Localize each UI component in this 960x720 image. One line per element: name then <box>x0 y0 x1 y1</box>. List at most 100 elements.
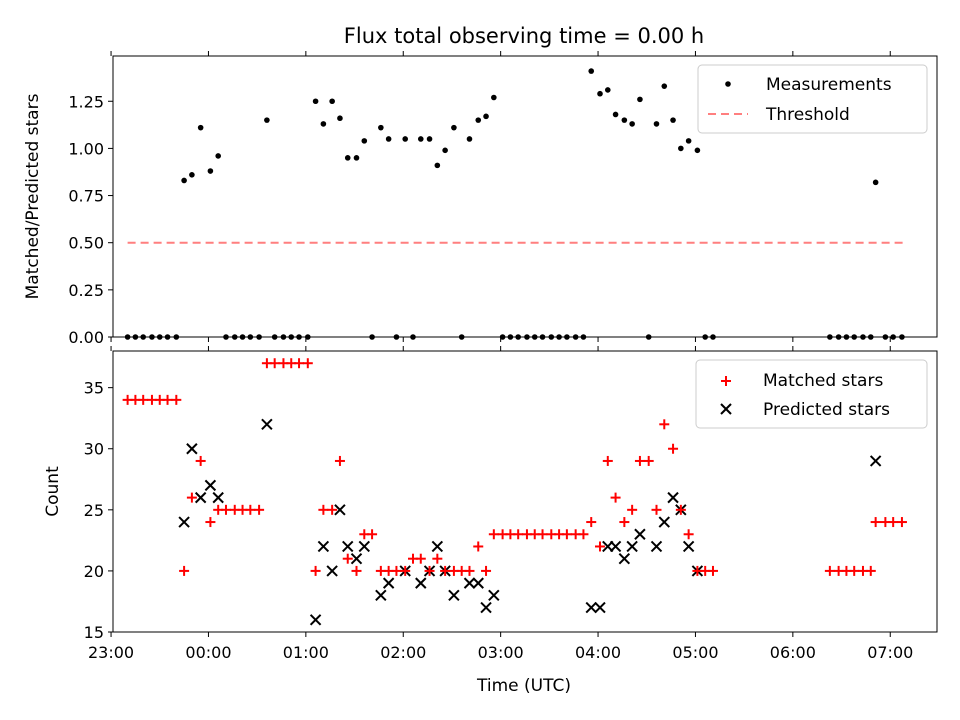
measurement-point <box>256 334 262 340</box>
measurement-point <box>694 147 701 154</box>
predicted-stroke <box>448 589 460 602</box>
matched-star-point <box>351 565 362 576</box>
predicted-stroke <box>594 601 606 614</box>
predicted-star-point <box>212 491 224 504</box>
predicted-stroke <box>463 577 476 589</box>
predicted-star-point <box>334 504 346 516</box>
measurement-point <box>710 334 716 340</box>
measurement-point <box>207 168 214 174</box>
predicted-stroke <box>650 540 663 553</box>
matched-star-point <box>602 455 613 466</box>
y-tick-label: 30 <box>84 440 104 459</box>
predicted-stroke <box>375 589 387 602</box>
measurement-point <box>860 334 866 340</box>
measurement-point <box>580 334 587 340</box>
measurement-point <box>475 117 482 123</box>
y-tick-label: 0.00 <box>68 328 104 347</box>
matched-star-point <box>432 553 443 564</box>
predicted-stroke <box>261 418 273 431</box>
predicted-star-point <box>650 540 663 553</box>
predicted-star-point <box>194 491 207 504</box>
measurement-point <box>661 83 668 89</box>
measurement-point <box>223 334 229 340</box>
predicted-star-point <box>431 540 444 553</box>
matched-star-point <box>254 504 265 515</box>
legend-box <box>697 64 928 134</box>
predicted-star-point <box>186 443 198 455</box>
measurement-point <box>173 334 180 340</box>
measurement-point <box>239 334 246 340</box>
predicted-star-point <box>618 552 631 565</box>
legend-label: Measurements <box>766 75 892 95</box>
legend-label: Predicted stars <box>763 400 890 420</box>
measurement-point <box>124 334 131 340</box>
measurement-point <box>702 334 708 340</box>
predicted-star-point <box>415 577 427 589</box>
x-tick-label: 00:00 <box>185 643 231 662</box>
measurement-point <box>329 98 335 105</box>
matched-star-point <box>651 504 662 515</box>
predicted-stroke <box>634 528 646 540</box>
matched-star-point <box>205 517 216 528</box>
measurement-point <box>867 334 874 340</box>
measurement-point <box>312 98 319 105</box>
measurement-point <box>247 334 254 340</box>
predicted-star-point <box>634 528 646 540</box>
x-tick-label: 01:00 <box>283 643 329 662</box>
matched-star-point <box>513 529 524 540</box>
measurement-point <box>588 68 595 74</box>
predicted-stroke <box>342 540 354 553</box>
measurement-point <box>304 334 311 340</box>
measurement-point <box>410 334 416 340</box>
measurement-point <box>320 121 327 127</box>
measurement-point <box>882 334 889 340</box>
predicted-stroke <box>326 565 338 577</box>
y-tick-label: 0.25 <box>68 281 104 300</box>
measurement-point <box>426 136 433 142</box>
measurement-point <box>353 155 360 161</box>
matched-star-point <box>675 504 686 515</box>
y-tick-label: 20 <box>84 562 104 581</box>
matched-star-point <box>619 517 630 528</box>
predicted-star-point <box>463 577 476 589</box>
measurement-point <box>215 153 221 159</box>
matched-star-point <box>302 358 313 369</box>
measurement-point <box>231 334 238 340</box>
x-tick-label: 07:00 <box>867 643 913 662</box>
matched-star-point <box>138 394 149 405</box>
legend-label: Matched stars <box>763 371 883 391</box>
y-axis-label: Matched/Predicted stars <box>23 93 43 299</box>
matched-star-point <box>896 517 907 528</box>
measurement-point <box>132 334 139 340</box>
predicted-stroke <box>309 614 322 626</box>
matched-star-point <box>865 565 876 576</box>
measurement-point <box>564 334 570 340</box>
measurement-point <box>843 334 850 340</box>
matched-star-point <box>464 565 475 576</box>
measurement-point <box>361 138 368 144</box>
matched-star-point <box>245 504 256 515</box>
matched-star-point <box>440 565 451 576</box>
matched-star-point <box>888 517 899 528</box>
measurement-point <box>264 117 270 123</box>
predicted-star-point <box>682 540 695 553</box>
measurement-point <box>280 334 287 340</box>
measurement-point <box>483 113 489 120</box>
matched-star-point <box>171 394 182 405</box>
measurement-point <box>499 334 506 340</box>
predicted-stroke <box>585 601 597 614</box>
matched-star-point <box>610 492 621 503</box>
matched-star-point <box>310 565 321 576</box>
y-tick-label: 1.00 <box>68 139 104 158</box>
matched-star-point <box>627 504 638 515</box>
measurement-point <box>645 334 652 340</box>
matched-star-point <box>367 529 378 540</box>
measurement-point <box>890 334 896 340</box>
predicted-stroke <box>194 491 207 504</box>
predicted-star-point <box>358 540 370 553</box>
predicted-star-point <box>488 589 500 602</box>
measurement-point <box>458 334 465 340</box>
measurement-point <box>385 136 392 142</box>
measurement-point <box>851 334 858 340</box>
